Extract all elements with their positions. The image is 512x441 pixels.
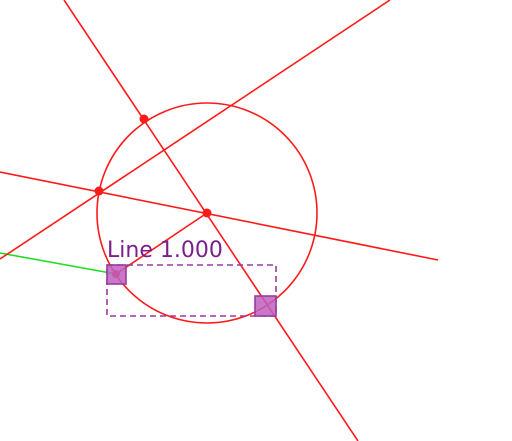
- radius-segment[interactable]: [115, 212, 208, 275]
- selection-handle-start[interactable]: [106, 264, 127, 285]
- line-rising[interactable]: [0, 0, 391, 260]
- selection-label: Line 1.000: [107, 238, 223, 263]
- point-top[interactable]: [139, 114, 149, 124]
- line-steep[interactable]: [63, 0, 359, 441]
- point-left[interactable]: [94, 186, 104, 196]
- circle[interactable]: [96, 102, 318, 324]
- selection-handle-end[interactable]: [254, 295, 277, 317]
- point-center[interactable]: [202, 208, 212, 218]
- green-segment[interactable]: [0, 252, 117, 275]
- line-falling[interactable]: [0, 171, 439, 261]
- selection-box: [106, 264, 277, 317]
